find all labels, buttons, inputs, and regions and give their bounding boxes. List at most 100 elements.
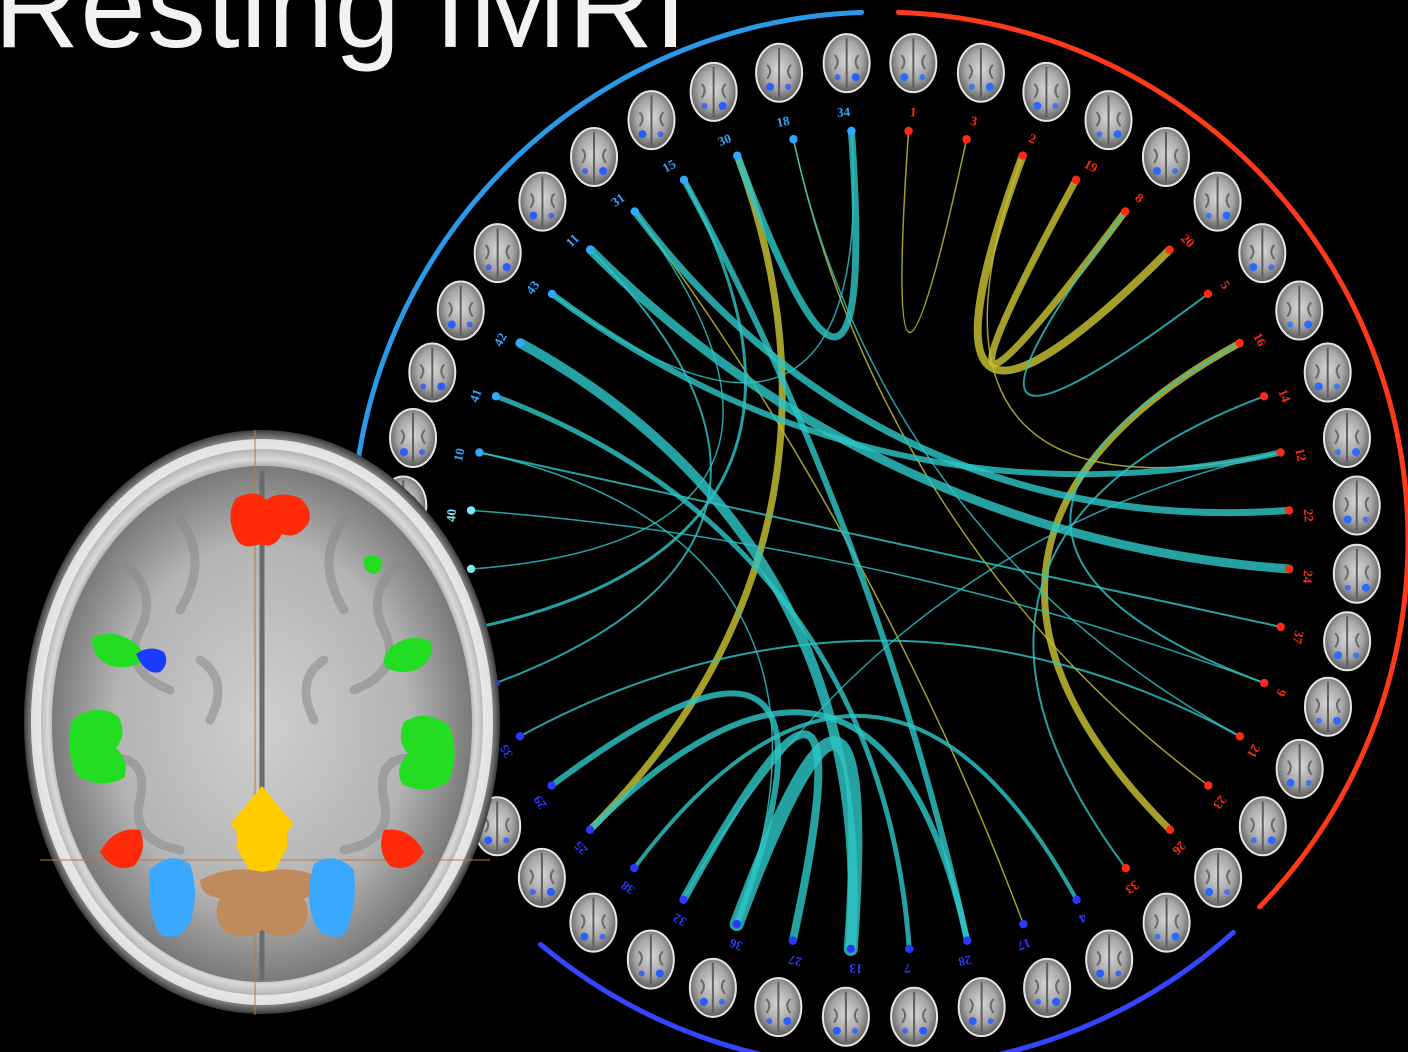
node-42: [516, 338, 525, 348]
brain-thumbnail: [688, 957, 737, 1018]
node-label: 17: [1015, 935, 1033, 954]
brain-thumbnail: [1332, 475, 1381, 536]
node-21: [1235, 732, 1245, 741]
brain-thumbnail: [821, 986, 870, 1047]
node-label: 33: [1122, 878, 1142, 898]
node-label: 8: [1132, 190, 1147, 206]
node-38: [629, 863, 639, 873]
node-label: 40: [443, 508, 459, 522]
node-14: [1259, 392, 1269, 401]
node-label: 37: [1290, 629, 1308, 645]
node-5: [1203, 289, 1213, 299]
edge-18-23: [792, 138, 1210, 787]
edge-14-33: [1032, 395, 1266, 870]
brain-thumbnail: [473, 223, 522, 284]
edge-39-15: [477, 178, 747, 629]
edge-32-12: [682, 451, 1282, 901]
blob-posterior-cingulate: [200, 869, 326, 937]
edge-43-12: [549, 290, 1284, 478]
node-label: 2: [1027, 130, 1038, 146]
brain-thumbnail: [1238, 223, 1287, 284]
brain-thumbnail: [626, 929, 675, 990]
edge-16-26: [1041, 339, 1244, 834]
brain-thumbnail: [1332, 543, 1381, 604]
node-43: [547, 289, 557, 299]
node-label: 21: [1244, 742, 1263, 761]
brain-thumbnail: [1275, 280, 1324, 341]
brain-thumbnail: [408, 342, 457, 403]
blob-lateral-right: [399, 715, 455, 790]
node-24: [1284, 564, 1294, 574]
brain-thumbnail: [570, 126, 619, 187]
brain-thumbnail: [1141, 126, 1190, 187]
edge-36-13: [729, 736, 863, 956]
brain-thumbnail: [1303, 342, 1352, 403]
slide-title: Resting fMRI: [0, 0, 688, 73]
edge-6-11: [494, 248, 712, 685]
brain-thumbnail: [1193, 171, 1242, 232]
node-25: [585, 825, 595, 834]
node-label: 16: [1250, 330, 1270, 349]
edge-35-21: [519, 639, 1241, 738]
node-28: [962, 936, 972, 945]
blob-frontal: [230, 493, 310, 547]
skull-rim: [31, 439, 493, 1005]
node-label: 38: [618, 877, 638, 897]
blob-lateral-right-upper: [384, 637, 433, 672]
brain-thumbnail: [627, 90, 676, 151]
node-label: 36: [727, 935, 745, 954]
node-17: [1019, 919, 1028, 929]
blob-temporal-right: [381, 829, 424, 869]
node-label: 22: [1301, 508, 1317, 522]
brain-thumbnail: [389, 407, 438, 468]
node-label: 10: [450, 447, 467, 463]
node-label: 43: [523, 277, 543, 297]
brain-thumbnail: [1023, 957, 1072, 1018]
node-26: [1165, 825, 1175, 834]
edge-16-9: [1069, 342, 1266, 685]
node-11: [586, 245, 595, 254]
node-label: 34: [837, 104, 852, 120]
brain-thumbnail: [1323, 611, 1372, 672]
brain-thumbnail: [1238, 796, 1287, 857]
edge-41-7: [493, 393, 912, 952]
group-arc-right: [895, 9, 1408, 910]
node-label: 19: [1082, 156, 1101, 176]
node-40: [466, 506, 476, 515]
brain-thumbnail: [1194, 847, 1243, 908]
edge-5-8: [1022, 210, 1209, 397]
node-22: [1284, 506, 1294, 515]
blob-parietal-right: [309, 858, 355, 937]
brain-thumbnail: [822, 33, 871, 94]
node-label: 28: [957, 952, 973, 970]
group-arcs: [349, 9, 1408, 1052]
edge-34-30: [733, 127, 860, 341]
blob-lateral-left: [69, 709, 126, 784]
node-label: 13: [848, 961, 863, 977]
node-29: [547, 781, 556, 790]
brain-thumbnail: [755, 42, 804, 103]
node-label: 4: [1076, 910, 1089, 927]
edge-29-36: [548, 690, 781, 928]
node-31: [630, 207, 639, 216]
node-label: 25: [571, 838, 591, 858]
brain-thumbnail: [1022, 61, 1071, 122]
node-36: [732, 919, 741, 929]
node-label: 27: [787, 952, 803, 970]
brain-thumbnail: [754, 977, 803, 1038]
node-label: 26: [1169, 838, 1189, 858]
brain-thumbnail: [957, 977, 1006, 1038]
node-label: 12: [1292, 447, 1309, 463]
brain-thumbnail: [1303, 676, 1352, 737]
node-label: 11: [563, 231, 582, 250]
node-10: [475, 448, 484, 457]
edge-30-25: [586, 152, 786, 834]
node-label: 9: [1273, 687, 1289, 699]
brain-thumbnail: [1084, 90, 1133, 151]
brain-thumbnail: [436, 280, 485, 341]
edge-15-28: [680, 176, 971, 944]
edge-38-4: [632, 713, 1079, 902]
brain-thumbnail: [1275, 738, 1324, 799]
node-label: 20: [1178, 231, 1198, 251]
